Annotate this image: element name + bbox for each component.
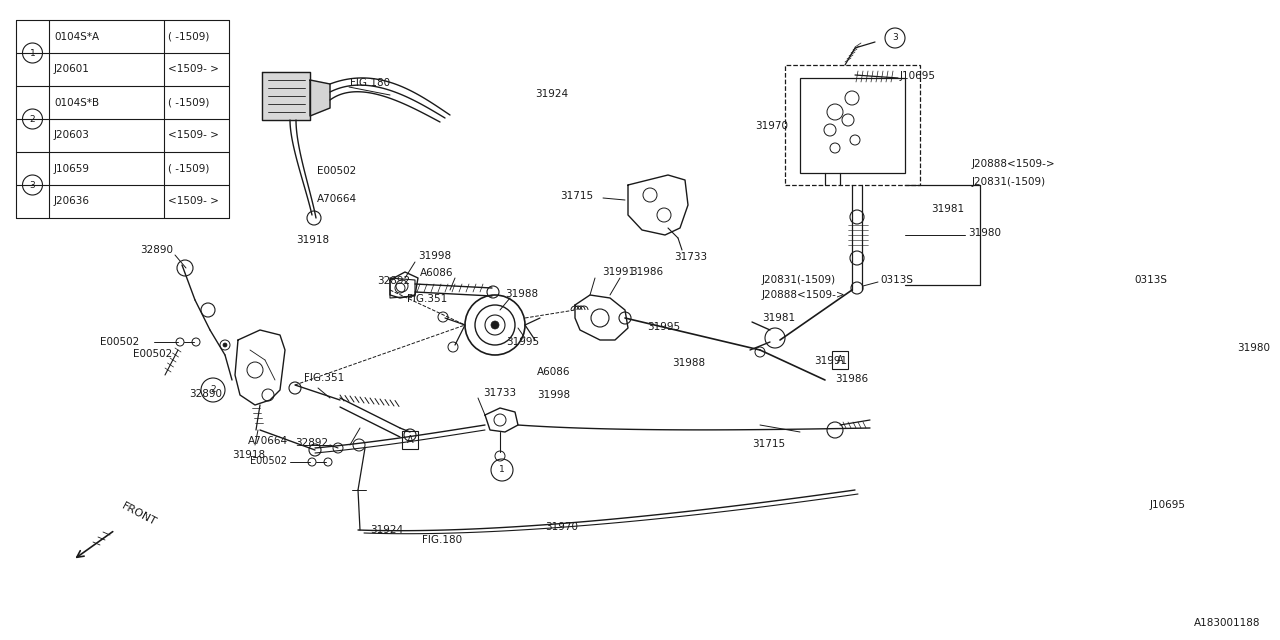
Text: J20888<1509->: J20888<1509-> — [762, 290, 846, 300]
Text: 31980: 31980 — [968, 228, 1001, 238]
Text: FIG.351: FIG.351 — [407, 294, 447, 304]
Bar — [785, 65, 920, 185]
Text: 0104S*A: 0104S*A — [54, 31, 99, 42]
Text: J20603: J20603 — [54, 131, 90, 141]
Text: 31981: 31981 — [762, 313, 795, 323]
Text: J20831(-1509): J20831(-1509) — [972, 177, 1046, 187]
Text: 31924: 31924 — [535, 89, 568, 99]
Text: 31988: 31988 — [506, 289, 538, 299]
Text: 0104S*B: 0104S*B — [54, 97, 99, 108]
Text: J10659: J10659 — [54, 163, 90, 173]
Text: 1: 1 — [29, 49, 36, 58]
Circle shape — [492, 321, 499, 329]
Circle shape — [223, 343, 227, 347]
Text: 0313S: 0313S — [1134, 275, 1167, 285]
Text: 31991: 31991 — [814, 356, 847, 366]
Text: 32892: 32892 — [294, 438, 328, 448]
Text: 32890: 32890 — [140, 245, 173, 255]
Text: <1509- >: <1509- > — [168, 131, 219, 141]
Text: 0313S: 0313S — [881, 275, 913, 285]
Text: 31986: 31986 — [630, 267, 663, 277]
Text: E00502: E00502 — [317, 166, 356, 176]
Text: ( -1509): ( -1509) — [168, 97, 210, 108]
Text: 2: 2 — [210, 385, 216, 394]
Text: 31986: 31986 — [835, 374, 868, 384]
Text: FIG.351: FIG.351 — [305, 373, 344, 383]
Text: 1: 1 — [499, 465, 504, 474]
Text: A: A — [407, 435, 413, 445]
Text: J20888<1509->: J20888<1509-> — [972, 159, 1056, 169]
Text: J20601: J20601 — [54, 65, 90, 74]
Polygon shape — [262, 72, 310, 120]
Text: <1509- >: <1509- > — [168, 196, 219, 207]
Text: 31995: 31995 — [646, 322, 680, 332]
Text: J10695: J10695 — [1149, 500, 1187, 510]
Text: 2: 2 — [29, 115, 36, 124]
Text: A6086: A6086 — [538, 367, 571, 377]
Text: 31733: 31733 — [675, 252, 707, 262]
Text: ( -1509): ( -1509) — [168, 163, 210, 173]
Text: 31918: 31918 — [296, 235, 329, 245]
Text: 3: 3 — [29, 180, 36, 189]
Text: 31918: 31918 — [232, 450, 265, 460]
Text: A70664: A70664 — [317, 194, 357, 204]
Text: 31991: 31991 — [602, 267, 635, 277]
Polygon shape — [310, 80, 330, 116]
Text: 31980: 31980 — [1236, 343, 1270, 353]
Text: A183001188: A183001188 — [1193, 618, 1260, 628]
Text: 32890: 32890 — [189, 389, 221, 399]
Bar — [832, 351, 849, 369]
Text: ( -1509): ( -1509) — [168, 31, 210, 42]
Text: FIG.180: FIG.180 — [422, 535, 462, 545]
Text: 31924: 31924 — [370, 525, 403, 535]
Text: 31998: 31998 — [419, 251, 451, 261]
Bar — [402, 431, 419, 449]
Text: 3: 3 — [892, 33, 897, 42]
Text: 31988: 31988 — [672, 358, 705, 368]
Text: 31981: 31981 — [931, 204, 964, 214]
Text: FIG.180: FIG.180 — [349, 78, 390, 88]
Text: 31970: 31970 — [755, 121, 788, 131]
Text: 31998: 31998 — [538, 390, 570, 400]
Text: 31995: 31995 — [506, 337, 539, 347]
Text: E00502: E00502 — [100, 337, 140, 347]
Text: A70664: A70664 — [248, 436, 288, 446]
Text: 31970: 31970 — [545, 522, 579, 532]
Text: 31733: 31733 — [483, 388, 516, 398]
Text: J20636: J20636 — [54, 196, 90, 207]
Text: <1509- >: <1509- > — [168, 65, 219, 74]
Text: J10695: J10695 — [900, 71, 936, 81]
Text: E00502: E00502 — [250, 456, 287, 466]
Text: FRONT: FRONT — [120, 501, 159, 528]
Text: A6086: A6086 — [420, 268, 453, 278]
Text: 32892: 32892 — [378, 276, 410, 286]
Text: 31715: 31715 — [753, 439, 785, 449]
Text: A: A — [837, 355, 844, 365]
Text: J20831(-1509): J20831(-1509) — [762, 275, 836, 285]
Text: E00502: E00502 — [133, 349, 173, 359]
Text: 31715: 31715 — [561, 191, 593, 201]
Bar — [800, 78, 905, 173]
